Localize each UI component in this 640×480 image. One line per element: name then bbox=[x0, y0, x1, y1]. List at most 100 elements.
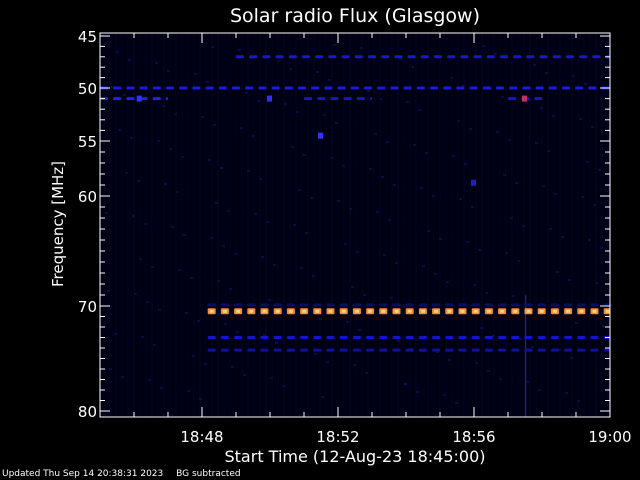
noise-dot bbox=[554, 193, 557, 195]
noise-dot bbox=[141, 336, 144, 338]
noise-dot bbox=[111, 86, 114, 88]
noise-dot bbox=[222, 245, 225, 247]
band-core bbox=[288, 309, 293, 313]
noise-dot bbox=[307, 310, 310, 312]
band-segment bbox=[356, 97, 365, 101]
band-core bbox=[434, 309, 439, 313]
noise-dot bbox=[335, 122, 338, 124]
updated-timestamp: Updated Thu Sep 14 20:38:31 2023 bbox=[2, 469, 164, 479]
band-segment bbox=[343, 97, 352, 101]
band-segment bbox=[405, 348, 414, 352]
noise-dot bbox=[535, 142, 538, 144]
band-segment bbox=[311, 86, 320, 90]
noise-dot bbox=[598, 169, 601, 171]
band-segment bbox=[394, 55, 403, 59]
band-core bbox=[209, 309, 214, 313]
band-segment bbox=[339, 303, 348, 307]
noise-dot bbox=[326, 361, 329, 363]
noise-streak bbox=[301, 33, 303, 417]
noise-streak bbox=[541, 33, 543, 417]
noise-streak bbox=[109, 33, 111, 417]
x-axis-label: Start Time (12-Aug-23 18:45:00) bbox=[225, 447, 486, 466]
noise-streak bbox=[469, 33, 471, 417]
band-segment bbox=[286, 348, 295, 352]
band-segment bbox=[352, 348, 361, 352]
noise-streak bbox=[271, 33, 273, 417]
noise-dot bbox=[257, 100, 260, 102]
noise-dot bbox=[273, 264, 276, 266]
noise-dot bbox=[540, 107, 543, 109]
noise-streak bbox=[445, 33, 447, 417]
noise-streak bbox=[607, 33, 609, 417]
noise-dot bbox=[164, 183, 167, 185]
noise-streak bbox=[385, 33, 387, 417]
noise-dot bbox=[210, 237, 213, 239]
spot-185600 bbox=[471, 179, 476, 186]
y-axis: 45 50 55 60 70 80 bbox=[78, 28, 610, 421]
band-core bbox=[222, 309, 227, 313]
band-segment bbox=[460, 55, 469, 59]
noise-streak bbox=[403, 33, 405, 417]
noise-dot bbox=[397, 340, 400, 342]
noise-dot bbox=[289, 68, 292, 70]
band-segment bbox=[445, 336, 454, 339]
y-tick-label: 50 bbox=[78, 80, 97, 98]
band-segment bbox=[392, 348, 401, 352]
band-69.9 bbox=[207, 303, 610, 307]
band-segment bbox=[498, 303, 507, 307]
noise-streak bbox=[181, 33, 183, 417]
band-segment bbox=[513, 55, 522, 59]
noise-dot bbox=[469, 128, 472, 130]
noise-streak bbox=[325, 33, 327, 417]
band-core bbox=[460, 309, 465, 313]
noise-dot bbox=[436, 351, 439, 353]
noise-dot bbox=[130, 137, 133, 139]
band-segment bbox=[330, 97, 339, 101]
band-segment bbox=[247, 336, 256, 339]
burst-line bbox=[525, 295, 527, 417]
band-segment bbox=[552, 55, 561, 59]
band-segment bbox=[590, 348, 599, 352]
noise-dot bbox=[395, 262, 398, 264]
noise-dot bbox=[376, 211, 379, 213]
band-segment bbox=[566, 55, 574, 59]
band-segment bbox=[432, 348, 441, 352]
band-segment bbox=[113, 97, 122, 101]
noise-streak bbox=[223, 33, 225, 417]
noise-streak bbox=[589, 33, 591, 417]
noise-streak bbox=[313, 33, 315, 417]
noise-dot bbox=[478, 249, 481, 251]
noise-streak bbox=[151, 33, 153, 417]
noise-dot bbox=[466, 241, 469, 243]
noise-streak bbox=[379, 33, 381, 417]
noise-dot bbox=[494, 53, 497, 55]
noise-dot bbox=[413, 144, 416, 146]
noise-streak bbox=[433, 33, 435, 417]
band-core bbox=[605, 309, 610, 313]
band-segment bbox=[298, 86, 306, 90]
band-segment bbox=[456, 86, 465, 90]
noise-dot bbox=[245, 92, 248, 94]
noise-streak bbox=[391, 33, 393, 417]
band-segment bbox=[420, 55, 429, 59]
band-segment bbox=[352, 303, 361, 307]
noise-dot bbox=[602, 325, 605, 327]
footer: Updated Thu Sep 14 20:38:31 2023 BG subt… bbox=[2, 469, 251, 479]
noise-dot bbox=[144, 223, 147, 225]
band-segment bbox=[537, 336, 546, 339]
noise-dot bbox=[171, 226, 174, 228]
noise-dot bbox=[512, 295, 515, 297]
noise-dot bbox=[215, 202, 218, 204]
noise-dot bbox=[545, 72, 548, 74]
noise-dot bbox=[116, 51, 119, 53]
band-segment bbox=[379, 336, 388, 339]
noise-dot bbox=[227, 210, 230, 212]
band-segment bbox=[509, 86, 518, 90]
emission-bands bbox=[100, 55, 612, 352]
noise-dot bbox=[443, 394, 446, 396]
noise-dot bbox=[575, 322, 578, 324]
noise-dot bbox=[213, 124, 216, 126]
band-segment bbox=[247, 348, 256, 352]
noise-dot bbox=[291, 146, 294, 148]
band-segment bbox=[379, 348, 388, 352]
